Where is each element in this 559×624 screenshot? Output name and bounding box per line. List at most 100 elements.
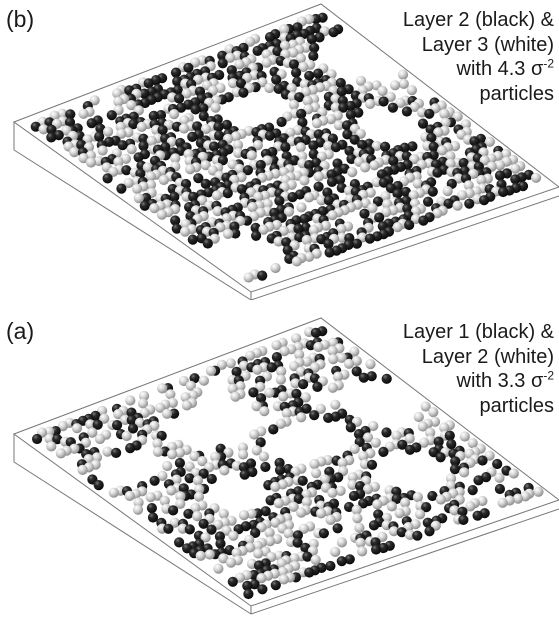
particle-white: [228, 530, 239, 541]
particle-white: [139, 390, 150, 401]
particle-black: [147, 512, 159, 523]
particle-white: [212, 206, 223, 217]
particle-white: [132, 504, 144, 515]
particle-black: [260, 506, 271, 517]
particle-white: [134, 417, 146, 428]
particle-black: [433, 436, 444, 447]
particle-white: [467, 438, 478, 449]
particle-white: [311, 118, 323, 129]
particle-white: [159, 495, 170, 506]
particle-black: [302, 551, 313, 562]
particle-black: [328, 27, 339, 38]
particle-black: [292, 537, 303, 548]
particle-black: [366, 371, 377, 382]
particle-white: [108, 487, 119, 498]
particle-black: [226, 65, 237, 76]
particle-black: [314, 32, 325, 43]
particle-black: [143, 78, 154, 89]
particle-white: [377, 531, 388, 543]
particle-black: [213, 121, 224, 132]
particle-black: [407, 141, 418, 152]
particle-white: [200, 532, 211, 543]
particle-white: [362, 432, 374, 443]
particle-black: [168, 505, 179, 516]
particle-white: [169, 109, 180, 120]
particle-white: [264, 387, 275, 398]
particle-white: [174, 447, 186, 458]
particle-white: [247, 202, 258, 213]
particle-black: [388, 155, 399, 166]
particle-black: [156, 430, 167, 441]
particle-white: [452, 200, 463, 211]
particle-black: [31, 433, 43, 445]
particle-white: [357, 85, 368, 96]
particle-black: [332, 158, 343, 169]
particle-white: [497, 497, 508, 508]
particle-black: [133, 152, 144, 163]
particle-white: [133, 497, 144, 508]
particle-black: [242, 165, 253, 176]
particle-white: [336, 352, 347, 363]
particle-black: [458, 514, 469, 526]
particle-black: [358, 372, 369, 383]
particle-white: [213, 563, 224, 574]
particle-white: [288, 47, 299, 58]
particle-white: [439, 108, 450, 119]
particle-black: [176, 102, 187, 113]
particle-white: [365, 359, 376, 370]
particle-white: [87, 427, 98, 438]
particle-black: [446, 439, 457, 450]
particle-black: [239, 469, 250, 480]
particle-white: [406, 85, 417, 96]
particle-black: [188, 191, 199, 202]
particle-white: [264, 82, 275, 94]
particle-black: [318, 528, 329, 539]
particle-white: [223, 447, 234, 458]
particle-white: [388, 526, 399, 537]
particle-white: [397, 69, 409, 80]
particle-white: [170, 153, 181, 164]
particle-white: [410, 206, 421, 217]
particle-black: [288, 59, 300, 70]
particle-white: [347, 472, 358, 483]
particle-black: [349, 179, 360, 190]
particle-white: [298, 61, 309, 73]
particle-black: [464, 198, 475, 209]
particle-white: [255, 381, 266, 392]
particle-white: [145, 171, 156, 182]
particle-white: [457, 190, 468, 201]
particle-black: [387, 102, 398, 113]
particle-white: [192, 475, 203, 486]
particle-black: [351, 366, 362, 377]
particle-white: [44, 433, 55, 444]
box-top-face: [12, 317, 559, 607]
particle-white: [445, 151, 456, 162]
particle-white: [238, 510, 250, 521]
particle-scene-b: [12, 3, 559, 300]
particle-white: [358, 451, 369, 462]
particle-white: [330, 546, 341, 558]
particle-white: [313, 341, 324, 353]
simulation-box: [12, 317, 559, 615]
particle-white: [531, 172, 542, 183]
particle-white: [439, 422, 450, 433]
particle-white: [38, 124, 49, 135]
particle-white: [85, 419, 96, 430]
particle-black: [255, 159, 266, 171]
box-edge-bottom-right: [250, 508, 559, 615]
particle-white: [459, 431, 470, 442]
particle-black: [308, 140, 319, 151]
particle-white: [494, 472, 505, 483]
particle-white: [330, 102, 341, 113]
particle-black: [496, 179, 507, 190]
particle-white: [320, 220, 331, 231]
particle-black: [198, 111, 209, 122]
particle-white: [69, 147, 80, 158]
particle-white: [195, 550, 206, 561]
particle-white: [300, 392, 311, 403]
caption-b-line2: Layer 3 (white): [421, 33, 554, 56]
particle-white: [113, 156, 124, 167]
particle-white: [126, 100, 137, 111]
particle-black: [139, 88, 150, 99]
particle-black: [183, 62, 194, 73]
